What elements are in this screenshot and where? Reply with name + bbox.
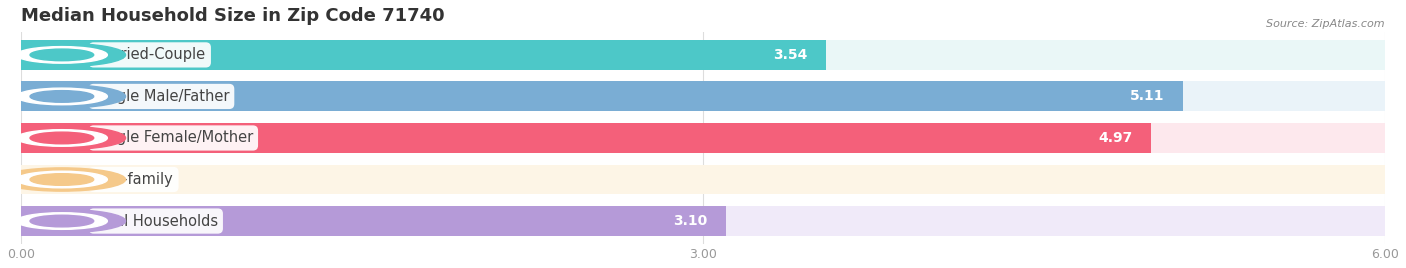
Circle shape <box>30 132 94 144</box>
Bar <box>21 40 825 70</box>
Circle shape <box>0 126 125 150</box>
Bar <box>21 206 1385 236</box>
Circle shape <box>30 215 94 227</box>
Circle shape <box>17 47 107 63</box>
Circle shape <box>0 85 125 108</box>
Text: 3.10: 3.10 <box>673 214 707 228</box>
Circle shape <box>30 91 94 102</box>
Text: Married-Couple: Married-Couple <box>94 47 205 62</box>
Bar <box>21 81 1385 111</box>
Text: Median Household Size in Zip Code 71740: Median Household Size in Zip Code 71740 <box>21 7 444 25</box>
Bar <box>21 206 725 236</box>
Text: Source: ZipAtlas.com: Source: ZipAtlas.com <box>1267 19 1385 29</box>
Text: 5.11: 5.11 <box>1130 90 1164 103</box>
Circle shape <box>0 168 125 191</box>
Bar <box>21 123 1152 153</box>
Circle shape <box>30 49 94 61</box>
Text: Total Households: Total Households <box>94 214 218 229</box>
Bar <box>21 123 1385 153</box>
Text: Single Female/Mother: Single Female/Mother <box>94 131 253 146</box>
Bar <box>21 81 1182 111</box>
Circle shape <box>17 171 107 188</box>
Circle shape <box>17 213 107 229</box>
Text: 4.97: 4.97 <box>1098 131 1133 145</box>
Circle shape <box>0 209 125 233</box>
Text: 3.54: 3.54 <box>773 48 807 62</box>
Text: Single Male/Father: Single Male/Father <box>94 89 229 104</box>
Text: 0.00: 0.00 <box>48 173 79 187</box>
Circle shape <box>0 43 125 66</box>
Circle shape <box>17 130 107 146</box>
Text: Non-family: Non-family <box>94 172 173 187</box>
Circle shape <box>17 88 107 105</box>
Bar <box>21 165 1385 195</box>
Circle shape <box>30 174 94 185</box>
Bar <box>21 40 1385 70</box>
